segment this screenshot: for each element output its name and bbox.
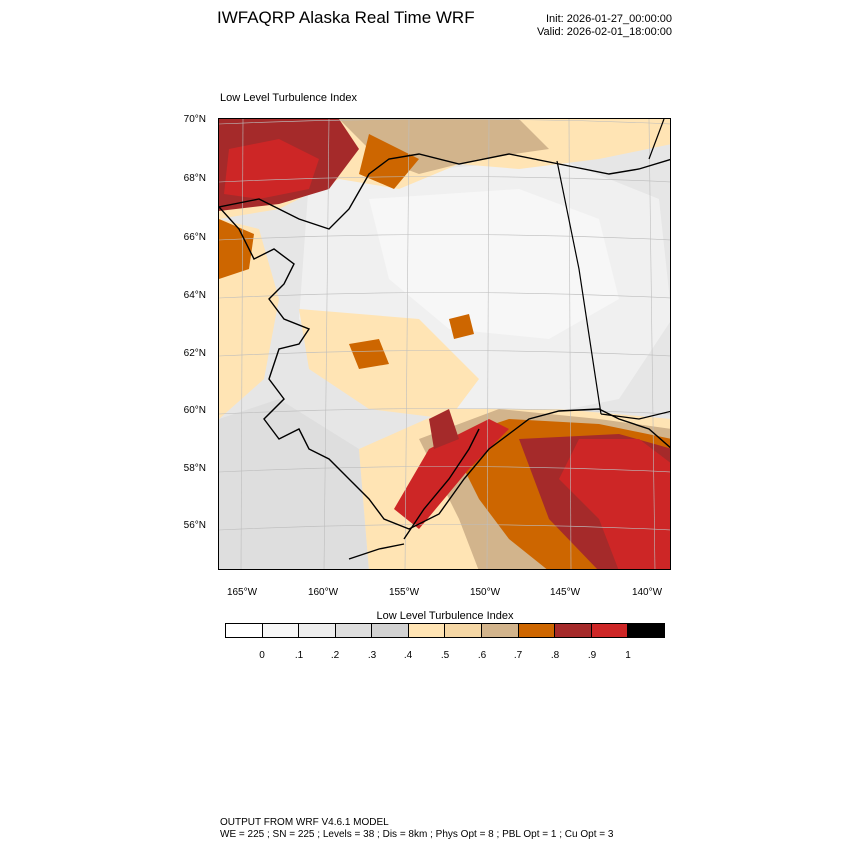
lon-label: 155°W [388, 587, 420, 598]
coastline [219, 153, 670, 560]
lon-label: 165°W [226, 587, 258, 598]
colorbar-tick: .7 [513, 650, 523, 661]
colorbar-tick: .5 [440, 650, 450, 661]
lon-label: 145°W [549, 587, 581, 598]
colorbar-tick: .4 [403, 650, 413, 661]
main-title: IWFAQRP Alaska Real Time WRF [217, 8, 475, 27]
field-interior-orange [349, 339, 389, 369]
colorbar-swatch [299, 624, 336, 637]
turbulence-map [218, 118, 671, 570]
border-segment [648, 119, 665, 160]
graticule-line [219, 234, 670, 241]
colorbar-swatch [372, 624, 409, 637]
lat-label: 60°N [183, 405, 206, 416]
colorbar-tick: .9 [587, 650, 597, 661]
lat-label: 64°N [183, 290, 206, 301]
coastline-north [219, 153, 670, 230]
colorbar-swatch [591, 624, 629, 637]
colorbar-swatch [518, 624, 556, 637]
colorbar-tick: 0 [259, 650, 265, 661]
colorbar-swatch [628, 624, 664, 637]
graticule-line [404, 119, 410, 569]
lat-label: 56°N [183, 520, 206, 531]
field-cook-inlet-darkred [429, 409, 459, 449]
graticule-line [240, 119, 244, 569]
graticule-line [219, 176, 670, 183]
colorbar-tick: .1 [294, 650, 304, 661]
colorbar-tick: .3 [367, 650, 377, 661]
graticule-line [219, 466, 670, 473]
colorbar-tick: .2 [330, 650, 340, 661]
canada-border [556, 119, 670, 420]
graticule-line [568, 119, 572, 569]
footer-config-line: WE = 225 ; SN = 225 ; Levels = 38 ; Dis … [220, 829, 614, 840]
graticule [219, 119, 670, 569]
colorbar-tick: .8 [550, 650, 560, 661]
graticule-line [219, 408, 670, 415]
colorbar-swatch [408, 624, 446, 637]
graticule-line [219, 292, 670, 299]
colorbar-swatch [335, 624, 373, 637]
colorbar-swatch [482, 624, 519, 637]
graticule-line [323, 119, 330, 569]
init-time: Init: 2026-01-27_00:00:00 [546, 13, 672, 25]
border-segment [600, 410, 670, 420]
lat-label: 62°N [183, 348, 206, 359]
field-lightest [369, 189, 619, 339]
colorbar-swatch [262, 624, 300, 637]
border-segment [556, 160, 602, 415]
colorbar-swatch [445, 624, 483, 637]
model-footer: OUTPUT FROM WRF V4.6.1 MODEL WE = 225 ; … [220, 817, 613, 841]
colorbar-tick: .6 [477, 650, 487, 661]
valid-time: Valid: 2026-02-01_18:00:00 [537, 26, 672, 38]
field-nw-red [224, 139, 319, 199]
colorbar [225, 623, 665, 638]
graticule-line [486, 119, 490, 569]
lon-label: 150°W [469, 587, 501, 598]
coastline-peninsula [348, 543, 405, 560]
colorbar-swatch [226, 624, 263, 637]
colorbar-swatch [555, 624, 592, 637]
init-valid-times: Init: 2026-01-27_00:00:00 Valid: 2026-02… [490, 13, 672, 39]
field-interior-orange-2 [449, 314, 474, 339]
lon-label: 160°W [307, 587, 339, 598]
graticule-line [219, 524, 670, 531]
lon-label: 140°W [631, 587, 663, 598]
lat-label: 70°N [183, 114, 206, 125]
field-west-orange [219, 219, 254, 279]
coastline-kodiak [403, 428, 480, 540]
graticule-line [219, 119, 670, 125]
field-sw-gray [219, 399, 369, 569]
field-north-orange [359, 134, 419, 189]
field-se-red [559, 439, 670, 569]
footer-model-line: OUTPUT FROM WRF V4.6.1 MODEL [220, 817, 389, 828]
lat-label: 68°N [183, 173, 206, 184]
map-canvas [219, 119, 670, 569]
plot-title: Low Level Turbulence Index [220, 92, 357, 104]
colorbar-title: Low Level Turbulence Index [376, 610, 514, 622]
lat-label: 66°N [183, 232, 206, 243]
colorbar-tick: 1 [625, 650, 631, 661]
coastline-west-south [219, 206, 670, 530]
graticule-line [648, 119, 656, 569]
graticule-line [219, 350, 670, 357]
lat-label: 58°N [183, 463, 206, 474]
